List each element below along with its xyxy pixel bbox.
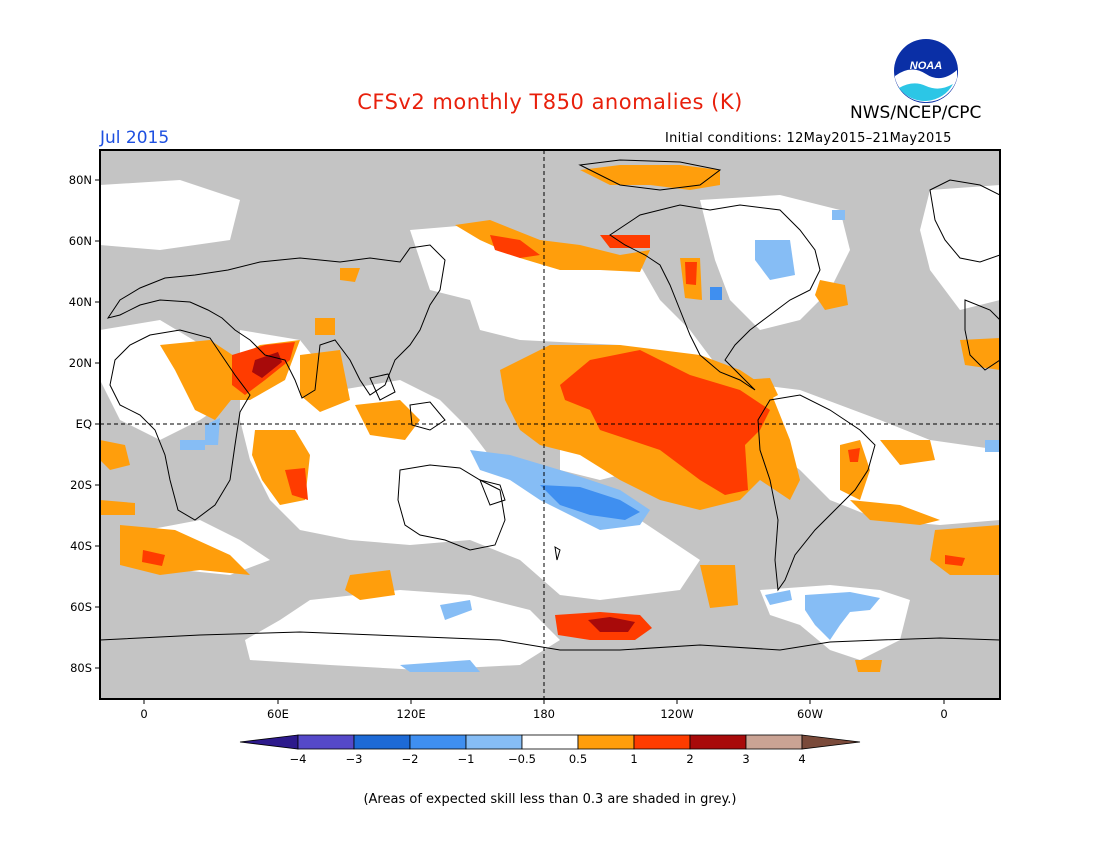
map-title: CFSv2 monthly T850 anomalies (K) [357, 90, 743, 114]
lat-label-60n: 60N [68, 234, 92, 248]
lon-label-60e: 60E [267, 707, 289, 721]
colorbar-arrow-max [801, 734, 861, 750]
colorbar-cell [297, 734, 355, 750]
lon-label-0-east: 0 [940, 707, 948, 721]
colorbar-label: −3 [345, 752, 363, 766]
forecast-month: Jul 2015 [100, 128, 170, 148]
svg-text:NOAA: NOAA [910, 60, 942, 72]
colorbar-label: −1 [457, 752, 475, 766]
colorbar-arrow-min [239, 734, 299, 750]
lat-label-40n: 40N [68, 295, 92, 309]
colorbar-label: 4 [798, 752, 806, 766]
lat-label-40s: 40S [70, 539, 92, 553]
positive-anomaly-2-3-regions [252, 352, 635, 632]
coastlines [100, 159, 1000, 651]
colorbar-label: 1 [630, 752, 638, 766]
organization-label: NWS/NCEP/CPC [850, 103, 982, 123]
colorbar-label: 3 [742, 752, 750, 766]
lon-label-180: 180 [533, 707, 555, 721]
lon-label-120w: 120W [660, 707, 694, 721]
colorbar-cell [465, 734, 523, 750]
colorbar-label: 2 [686, 752, 694, 766]
lon-label-0: 0 [140, 707, 148, 721]
positive-anomaly-1-2-regions [142, 235, 965, 640]
axis-ticks [95, 179, 945, 704]
colorbar-cell [633, 734, 691, 750]
negative-anomaly-1-2-regions [540, 287, 722, 520]
lon-label-120e: 120E [396, 707, 426, 721]
colorbar-cell [521, 734, 579, 750]
colorbar-cell [409, 734, 467, 750]
colorbar-label: 0.5 [568, 752, 588, 766]
initial-conditions-label: Initial conditions: 12May2015–21May2015 [665, 131, 952, 146]
lat-label-60s: 60S [70, 600, 92, 614]
lat-label-eq: EQ [75, 417, 92, 431]
colorbar-label: −2 [401, 752, 419, 766]
colorbar-cell [577, 734, 635, 750]
colorbar-cell [353, 734, 411, 750]
lat-label-80s: 80S [70, 661, 92, 675]
lon-label-60w: 60W [796, 707, 823, 721]
noaa-logo: NOAA [894, 39, 958, 103]
lat-label-20s: 20S [70, 478, 92, 492]
skill-footnote: (Areas of expected skill less than 0.3 a… [363, 792, 737, 807]
lat-label-20n: 20N [68, 356, 92, 370]
lat-label-80n: 80N [68, 173, 92, 187]
colorbar-label: −0.5 [508, 752, 536, 766]
colorbar-cell [689, 734, 747, 750]
colorbar-cell [745, 734, 803, 750]
colorbar-label: −4 [289, 752, 307, 766]
